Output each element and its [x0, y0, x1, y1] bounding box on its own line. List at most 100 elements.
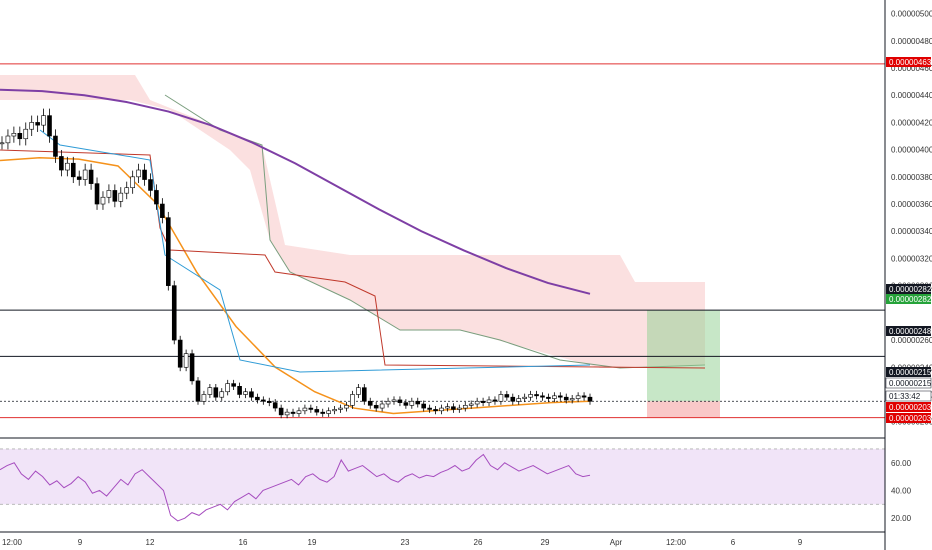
rsi-pane: 60.00 40.00 20.00: [0, 448, 912, 523]
candle: [587, 393, 593, 405]
candle: [385, 397, 391, 408]
price-tick-label: 0.00000500: [891, 10, 932, 19]
candle-body: [451, 406, 456, 410]
price-tag-label: 01:33:42: [889, 392, 921, 401]
candle-body: [94, 183, 100, 205]
candle: [124, 181, 130, 200]
candle-body: [255, 396, 260, 401]
candle: [403, 399, 409, 409]
candle-body: [177, 339, 183, 368]
candle: [65, 156, 70, 177]
candle-body: [11, 133, 17, 137]
candle: [445, 403, 450, 412]
date-axis[interactable]: 12:00 9 12 16 19 23 26 29 Apr 12:00 6 9: [0, 531, 885, 547]
candle: [563, 393, 569, 404]
candle-body: [243, 391, 248, 395]
candle: [302, 404, 308, 415]
long-moving-average-line: [0, 88, 591, 295]
candle-body: [367, 400, 373, 406]
candle-body: [148, 179, 153, 191]
price-tag: 0.00000248: [886, 326, 932, 336]
candle: [480, 397, 486, 407]
price-tick-label: 0.00000480: [891, 37, 932, 46]
rsi-line: [0, 453, 591, 522]
candle-body: [219, 391, 225, 398]
date-tick-label: 9: [78, 538, 83, 547]
candle-body: [522, 396, 527, 399]
candle-body: [65, 162, 70, 171]
candle-body: [379, 403, 385, 409]
candle: [415, 397, 421, 408]
candle-body: [154, 190, 159, 205]
price-tick-label: 0.00000260: [891, 336, 932, 345]
price-tag-background: [886, 284, 931, 294]
candle-body: [237, 386, 242, 395]
price-tick-label: 0.00000360: [891, 200, 932, 209]
target-zone: [647, 310, 720, 402]
candle: [35, 115, 40, 132]
candle-body: [5, 135, 11, 144]
price-tag-background: [885, 390, 932, 402]
candle: [112, 184, 118, 208]
price-tag-background: [886, 294, 931, 304]
candle-body: [160, 203, 165, 218]
date-tick-label: 19: [308, 538, 317, 547]
candle-body: [284, 411, 290, 416]
candle: [397, 396, 403, 407]
candle: [320, 408, 326, 417]
candle: [290, 408, 296, 417]
candle-body: [332, 409, 337, 412]
candle: [338, 404, 343, 413]
candle: [356, 383, 361, 399]
price-tag: 0.00000203: [886, 402, 932, 412]
candle: [581, 392, 587, 401]
price-tick-label: 0.00000420: [891, 118, 932, 127]
candle-body: [41, 115, 46, 126]
short-moving-average-line: [0, 157, 591, 415]
candle-body: [546, 396, 551, 399]
candle-body: [581, 395, 587, 398]
candle: [219, 388, 225, 401]
candle: [94, 177, 100, 210]
candle-body: [261, 399, 266, 402]
price-tag-background: [886, 402, 931, 412]
candle-body: [433, 409, 438, 412]
candle-body: [124, 187, 130, 194]
candle: [486, 396, 492, 407]
rsi-tick-label: 20.00: [891, 514, 912, 523]
candle-body: [35, 122, 40, 126]
price-tag-label: 0.00000203: [889, 414, 932, 423]
candle: [195, 377, 201, 405]
candle: [266, 397, 272, 407]
candle: [243, 388, 248, 399]
price-tag-label: 0.00000203: [889, 403, 932, 412]
candle-body: [439, 407, 444, 412]
candle: [225, 379, 230, 396]
candle-body: [130, 176, 135, 189]
candle-body: [409, 400, 415, 406]
candle-body: [225, 383, 230, 393]
candle: [5, 129, 11, 150]
candle-body: [462, 405, 468, 409]
candle: [373, 401, 379, 412]
candle: [540, 392, 545, 401]
candle: [278, 404, 284, 419]
rsi-tick-label: 40.00: [891, 486, 912, 495]
candle: [362, 383, 367, 405]
candle-body: [421, 403, 426, 409]
candle-body: [391, 399, 397, 402]
candle-body: [308, 407, 314, 410]
candle-body: [106, 190, 112, 198]
candle: [189, 349, 195, 385]
candle: [528, 390, 533, 401]
price-tag-label: 0.00000215: [889, 379, 932, 388]
candle: [177, 335, 183, 372]
candles: [0, 108, 593, 419]
candle: [118, 187, 124, 208]
price-tag-label: 0.00000248: [889, 327, 932, 336]
candle: [433, 406, 438, 415]
candle-body: [136, 169, 141, 178]
candle: [516, 395, 522, 405]
date-tick-label: 6: [731, 538, 736, 547]
